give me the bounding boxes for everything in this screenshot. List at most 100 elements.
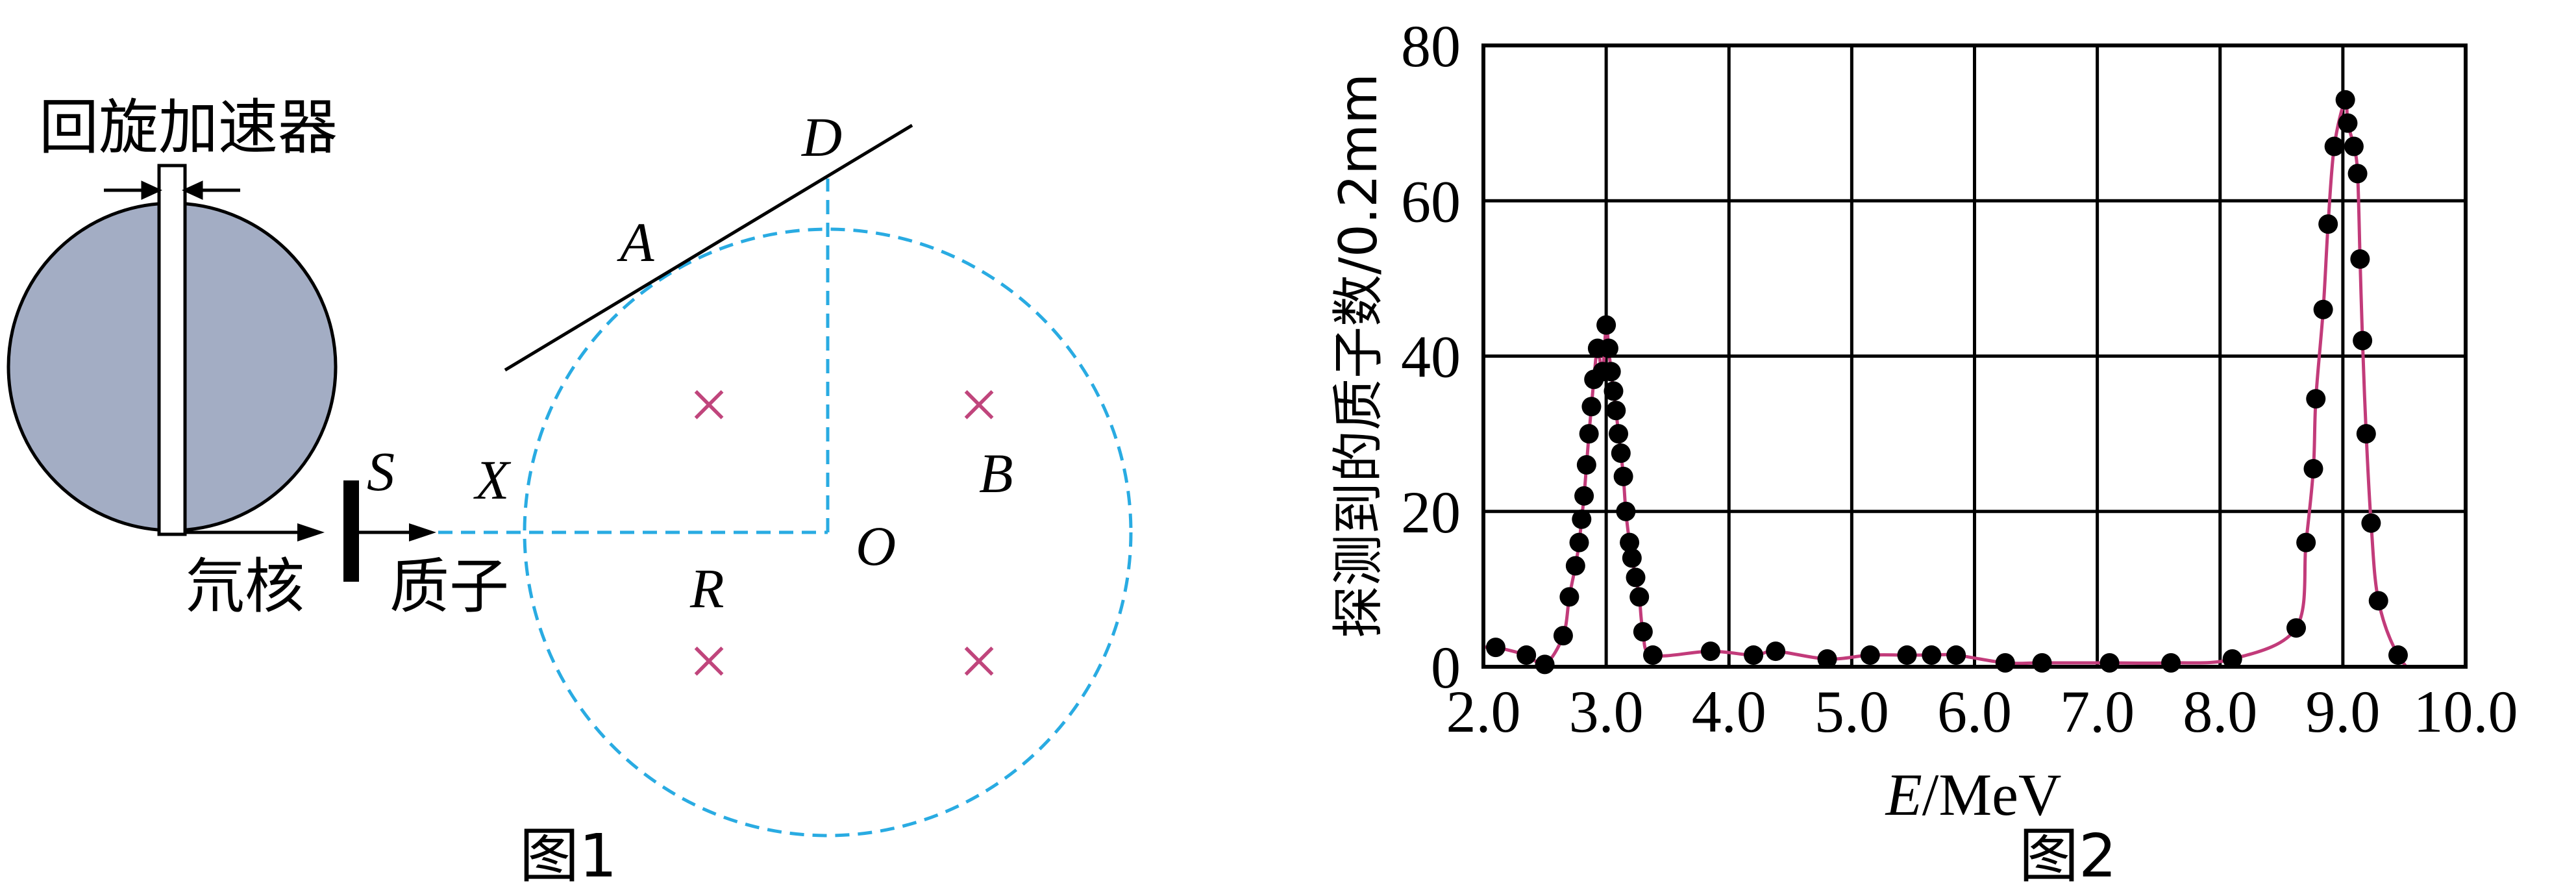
figure-2: 2.0 3.0 4.0 5.0 6.0 7.0 8.0 9.0 10.0 0 20 40 60 80 E… — [1328, 13, 2518, 891]
data-point — [1559, 587, 1579, 607]
x-axis-unit: /MeV — [1922, 762, 2062, 828]
x-tick-label: 8.0 — [2183, 678, 2257, 745]
x-axis-label: E/MeV — [1885, 762, 2062, 828]
y-tick-label: 60 — [1401, 168, 1461, 234]
data-point — [1485, 638, 1505, 658]
x-tick-label: 4.0 — [1692, 678, 1766, 745]
field-mark-icon: × — [959, 365, 999, 444]
data-point — [1596, 315, 1616, 335]
data-point — [2335, 90, 2355, 110]
data-point — [1579, 424, 1599, 444]
data-point — [2032, 653, 2052, 673]
label-r: R — [689, 557, 724, 619]
data-point — [2388, 645, 2408, 665]
data-point — [2356, 424, 2376, 444]
data-point — [2324, 136, 2344, 156]
data-point — [1626, 567, 1646, 588]
x-tick-label: 3.0 — [1569, 678, 1644, 745]
data-point — [2099, 653, 2120, 673]
target-foil — [343, 480, 359, 582]
x-tick-label: 6.0 — [1937, 678, 2012, 745]
data-point — [1565, 556, 1585, 576]
data-point — [1700, 641, 1720, 662]
y-axis-label: 探测到的质子数/0.2mm — [1328, 73, 1389, 638]
plot-frame — [1481, 43, 2468, 669]
data-point — [1553, 626, 1573, 646]
cyclotron-gap — [157, 164, 187, 536]
data-point — [1995, 653, 2015, 673]
data-point — [1622, 548, 1642, 568]
data-point — [1613, 466, 1633, 486]
data-point — [1766, 641, 1786, 662]
y-tick-label: 20 — [1401, 479, 1461, 545]
data-point — [1946, 645, 1966, 665]
label-x: X — [473, 449, 512, 511]
data-point — [1572, 509, 1592, 529]
data-point — [1606, 401, 1626, 421]
data-point — [2347, 164, 2368, 184]
y-tick-label: 40 — [1401, 324, 1461, 390]
beam-path — [185, 179, 830, 582]
data-point — [2161, 653, 2181, 673]
data-point — [1569, 532, 1589, 553]
field-mark-icon: × — [959, 621, 999, 701]
x-tick-label: 7.0 — [2060, 678, 2135, 745]
data-point — [1574, 486, 1594, 506]
data-point — [2318, 214, 2338, 234]
data-point — [1611, 443, 1631, 464]
figure-1-caption: 图1 — [519, 821, 617, 891]
y-tick-label: 0 — [1431, 634, 1461, 701]
data-point — [1604, 381, 1624, 401]
data-point — [2350, 249, 2370, 269]
data-point — [2303, 458, 2323, 478]
data-points — [1485, 90, 2408, 675]
field-mark-icon: × — [689, 621, 729, 701]
data-point — [1922, 645, 1942, 665]
x-axis-variable: E — [1885, 762, 1922, 828]
x-tick-labels: 2.0 3.0 4.0 5.0 6.0 7.0 8.0 9.0 10.0 — [1446, 678, 2518, 745]
label-s: S — [367, 440, 395, 503]
deuteron-label: 氘核 — [185, 552, 304, 621]
data-point — [1535, 654, 1555, 675]
data-point — [1860, 645, 1880, 665]
data-point — [2361, 513, 2381, 533]
label-b: B — [979, 442, 1013, 504]
data-point — [2344, 136, 2364, 156]
data-point — [2286, 618, 2307, 638]
proton-label: 质子 — [390, 552, 509, 621]
data-point — [1517, 645, 1537, 665]
figure-1: 回旋加速器 氘核 质子 S X A D O B R — [6, 93, 1133, 891]
field-mark-icon: × — [689, 365, 729, 444]
label-a: A — [617, 211, 654, 273]
data-point — [1620, 532, 1640, 553]
data-point — [1744, 645, 1764, 665]
data-point — [1609, 424, 1629, 444]
gap-arrows — [104, 180, 240, 200]
data-point — [1576, 454, 1596, 475]
deuteron-arrow-icon — [297, 523, 325, 541]
label-o: O — [856, 515, 896, 577]
data-point — [2368, 591, 2388, 611]
field-marks: × × × × — [689, 365, 999, 701]
data-point — [1633, 622, 1653, 642]
data-point — [2222, 649, 2242, 669]
x-tick-label: 2.0 — [1446, 678, 1521, 745]
figure-2-caption: 图2 — [2019, 821, 2117, 891]
data-point — [1616, 501, 1636, 521]
data-point — [1598, 338, 1618, 358]
data-point — [1642, 645, 1663, 665]
cyclotron — [6, 164, 338, 536]
data-point — [1629, 587, 1650, 607]
fit-curve — [1483, 97, 2409, 667]
data-point — [1897, 645, 1917, 665]
data-point — [1581, 397, 1602, 417]
y-tick-labels: 0 20 40 60 80 — [1401, 13, 1461, 701]
x-tick-label: 5.0 — [1814, 678, 1889, 745]
data-point — [1817, 649, 1837, 669]
data-point — [2338, 113, 2358, 133]
data-point — [2306, 389, 2326, 409]
data-point — [2353, 330, 2373, 351]
y-tick-label: 80 — [1401, 13, 1461, 79]
proton-arrow-icon — [409, 523, 436, 541]
